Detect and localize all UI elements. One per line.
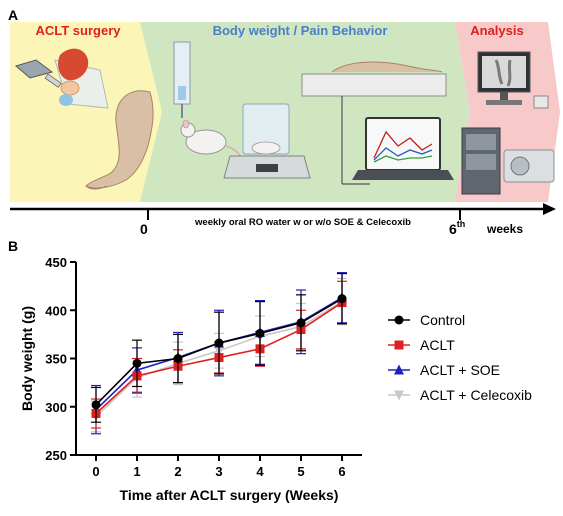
rat-hind-leg-icon (85, 90, 154, 190)
legend-label: ACLT + Celecoxib (420, 387, 532, 403)
y-tick-label: 350 (45, 352, 67, 367)
x-tick-label: 1 (133, 464, 140, 479)
treatment-label: weekly oral RO water w or w/o SOE & Cele… (194, 217, 411, 228)
laptop-icon (352, 117, 454, 180)
legend-label: ACLT (420, 337, 455, 353)
y-tick-label: 250 (45, 448, 67, 463)
x-tick-label: 4 (256, 464, 264, 479)
micro-ct-computer-icon (477, 51, 549, 109)
x-tick-label: 5 (297, 464, 304, 479)
x-tick-label: 3 (215, 464, 222, 479)
y-tick-label: 300 (45, 400, 67, 415)
y-axis-label: Body weight (g) (19, 306, 35, 411)
weighing-scale-icon (223, 103, 311, 179)
panel-a-label: A (8, 7, 18, 23)
y-tick-label: 400 (45, 303, 67, 318)
rat-icon (180, 119, 242, 165)
data-point (337, 294, 347, 304)
timeline-arrowhead (543, 203, 556, 215)
y-tick-label: 450 (45, 255, 67, 270)
legend-label: Control (420, 312, 465, 328)
chart-legend: Control ACLT ACLT + SOE ACLT + Celecoxib (388, 312, 532, 403)
x-tick-label: 0 (92, 464, 99, 479)
data-point (132, 358, 142, 368)
legend-marker (394, 364, 404, 375)
knee-joint-icon (54, 48, 109, 109)
ct-scanner-icon (461, 127, 555, 195)
timeline-end-label: 6th (449, 219, 465, 237)
x-tick-label: 6 (338, 464, 345, 479)
body-weight-chart: 250 300 350 400 450 0 1 2 3 4 5 6 Time after ACLT su… (19, 255, 362, 503)
series-control (91, 272, 347, 423)
legend-marker (394, 315, 404, 325)
x-tick-label: 2 (174, 464, 181, 479)
panel-b-label: B (8, 238, 18, 254)
scalpel-icon (14, 59, 62, 88)
data-point (214, 338, 224, 348)
data-point (255, 328, 265, 338)
timeline-end-superscript: th (457, 219, 466, 229)
water-bottle-icon (173, 41, 191, 118)
data-point (296, 318, 306, 328)
timeline-start-label: 0 (140, 221, 148, 237)
analysis-stage-title: Analysis (470, 23, 523, 38)
legend-marker (394, 390, 404, 401)
surgery-stage-title: ACLT surgery (36, 23, 122, 38)
timeline-end-number: 6 (449, 221, 457, 237)
x-axis-label: Time after ACLT surgery (Weeks) (120, 487, 339, 503)
legend-label: ACLT + SOE (420, 362, 500, 378)
data-point (91, 400, 101, 410)
timeline-unit-label: weeks (486, 222, 523, 236)
von-frey-platform-icon (301, 61, 447, 185)
data-point (173, 354, 183, 363)
legend-marker (394, 340, 404, 350)
behavior-stage-title: Body weight / Pain Behavior (213, 23, 388, 38)
